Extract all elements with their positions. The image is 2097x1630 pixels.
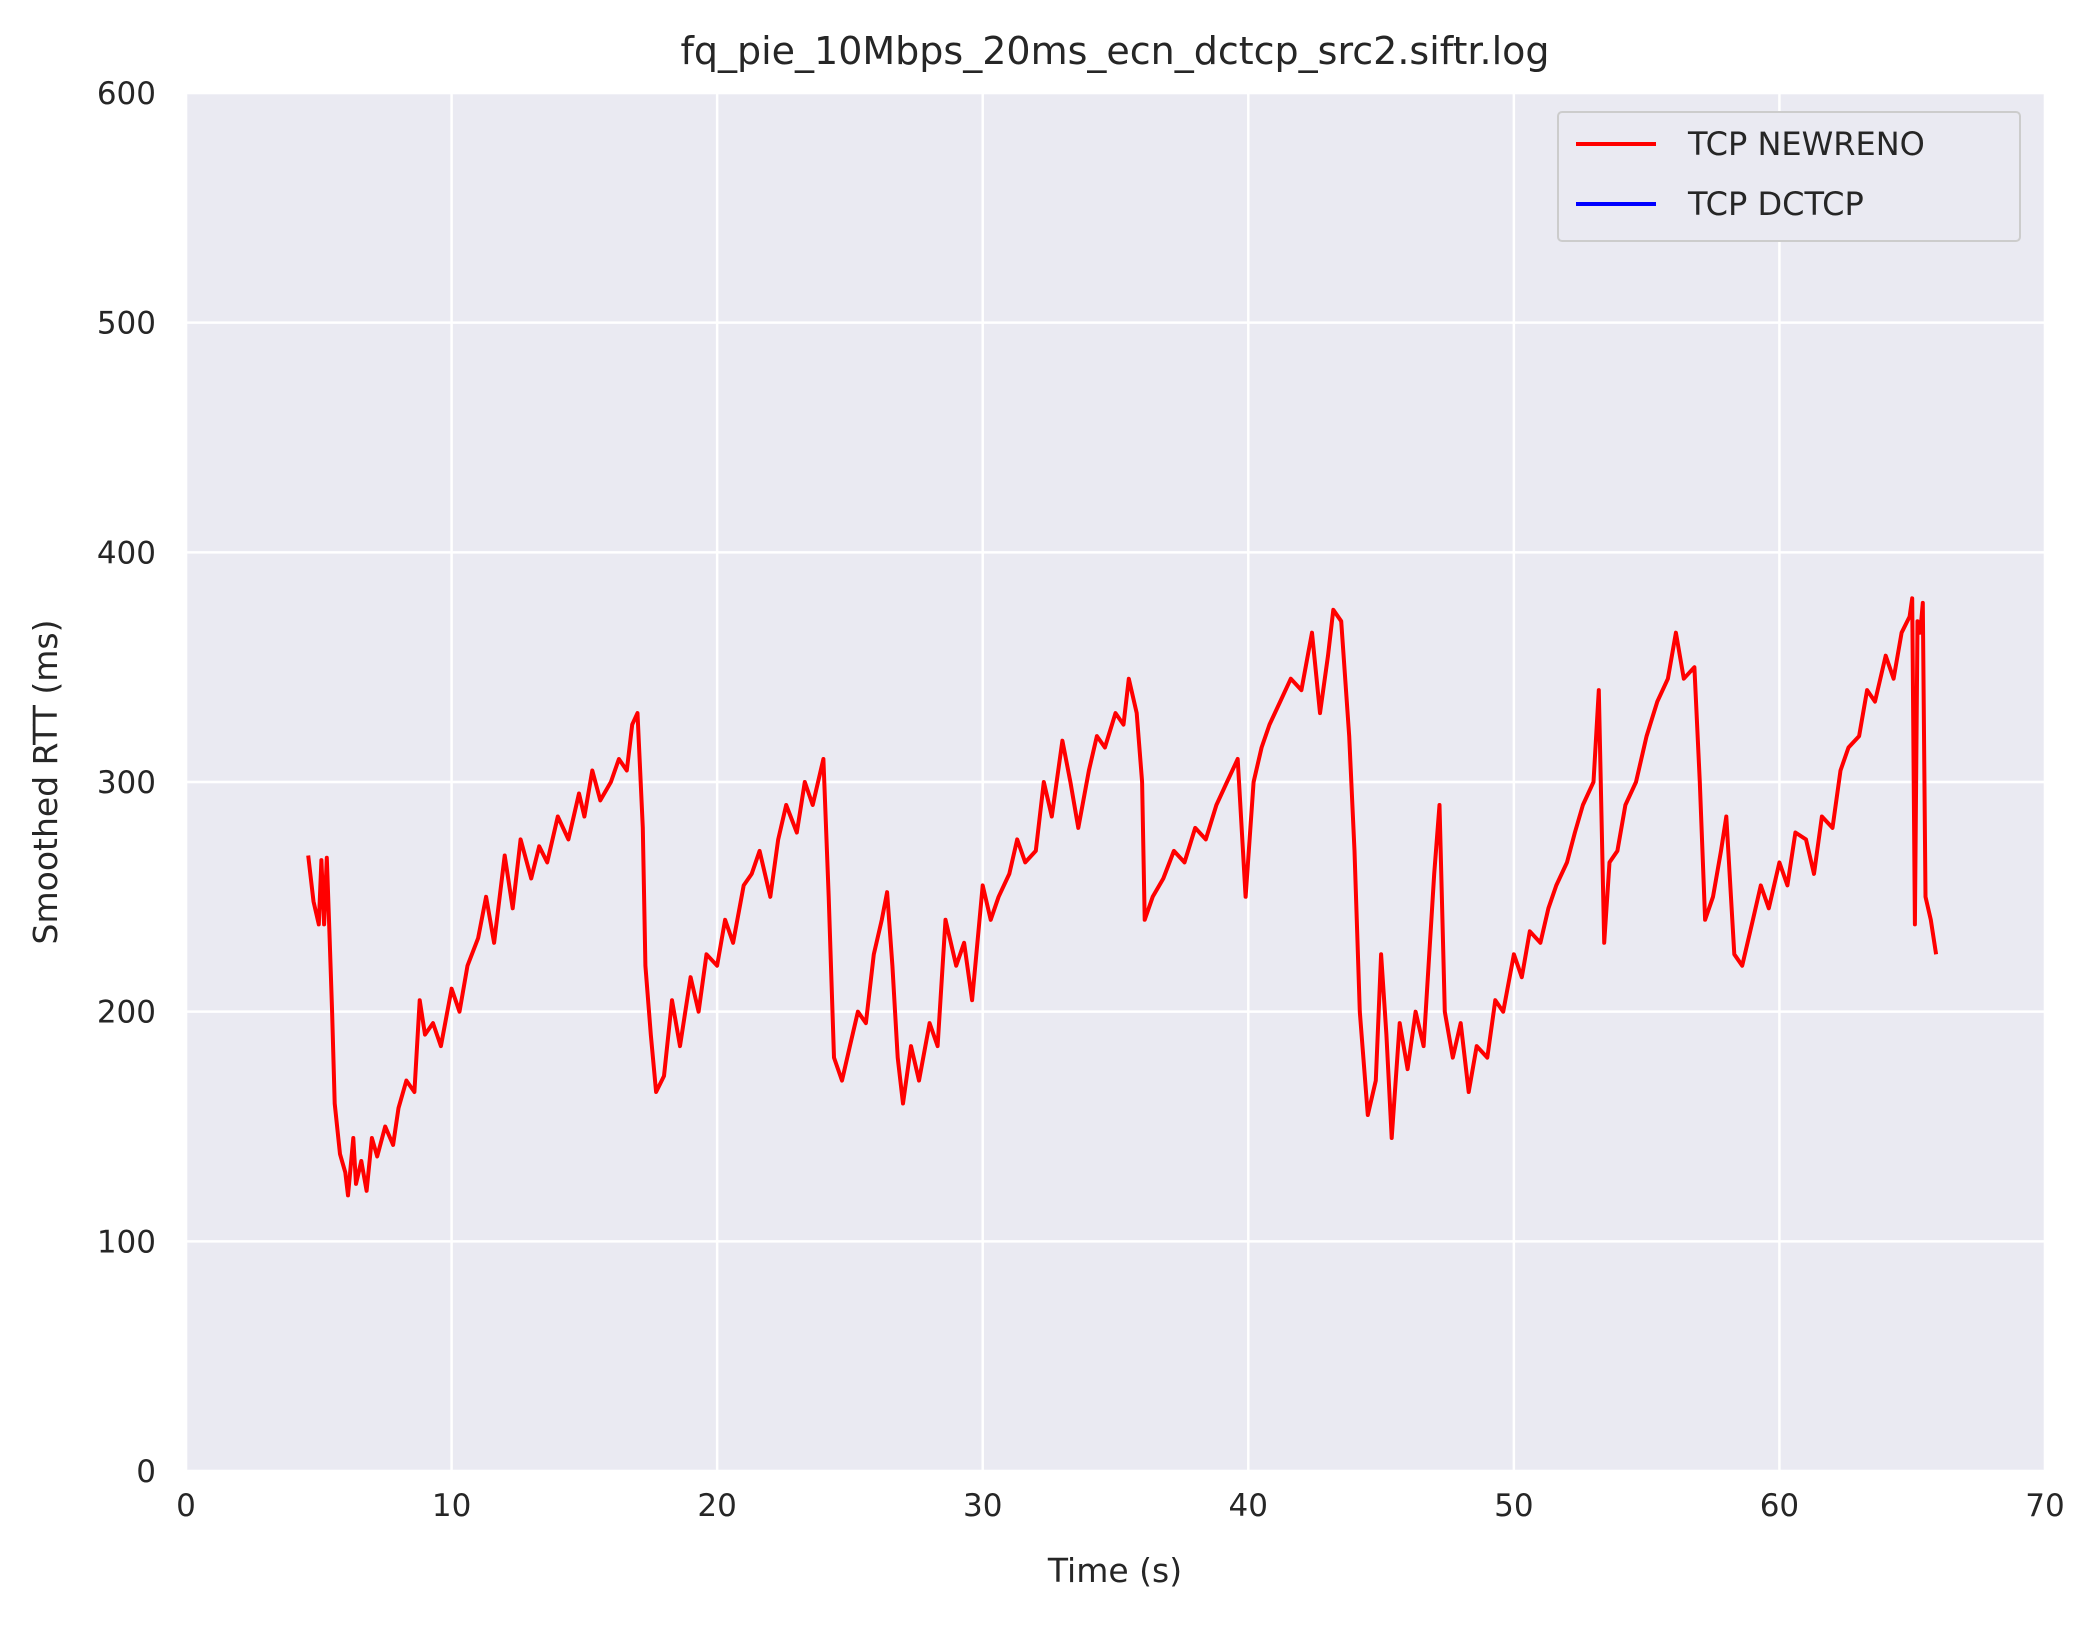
series-layer (306, 596, 1939, 1198)
y-tick-label: 0 (136, 1454, 156, 1490)
x-tick-label: 60 (1760, 1488, 1799, 1524)
legend-box (1557, 111, 2021, 242)
tick-labels: 0 10 20 30 40 50 60 70 0 100 200 300 400 500 600 (97, 76, 2065, 1524)
series-line-tcp-newreno (306, 596, 1939, 1198)
legend-label-dctcp: TCP DCTCP (1687, 185, 1864, 223)
y-tick-label: 200 (97, 995, 156, 1031)
x-tick-label: 10 (432, 1488, 471, 1524)
legend: TCP NEWRENO TCP DCTCP (1557, 111, 2021, 242)
legend-label-newreno: TCP NEWRENO (1687, 125, 1925, 163)
y-tick-label: 600 (97, 76, 156, 112)
x-axis-label: Time (s) (1047, 1551, 1182, 1590)
grid-lines (184, 91, 2047, 1473)
chart-title: fq_pie_10Mbps_20ms_ecn_dctcp_src2.siftr.… (680, 29, 1549, 73)
y-tick-label: 100 (97, 1224, 156, 1260)
x-tick-label: 20 (697, 1488, 736, 1524)
x-tick-label: 70 (2025, 1488, 2064, 1524)
y-tick-label: 400 (97, 535, 156, 571)
x-tick-label: 40 (1229, 1488, 1268, 1524)
y-tick-label: 500 (97, 306, 156, 342)
x-tick-label: 50 (1494, 1488, 1533, 1524)
x-tick-label: 0 (176, 1488, 196, 1524)
y-axis-label: Smoothed RTT (ms) (26, 620, 65, 945)
x-tick-label: 30 (963, 1488, 1002, 1524)
y-tick-label: 300 (97, 765, 156, 801)
